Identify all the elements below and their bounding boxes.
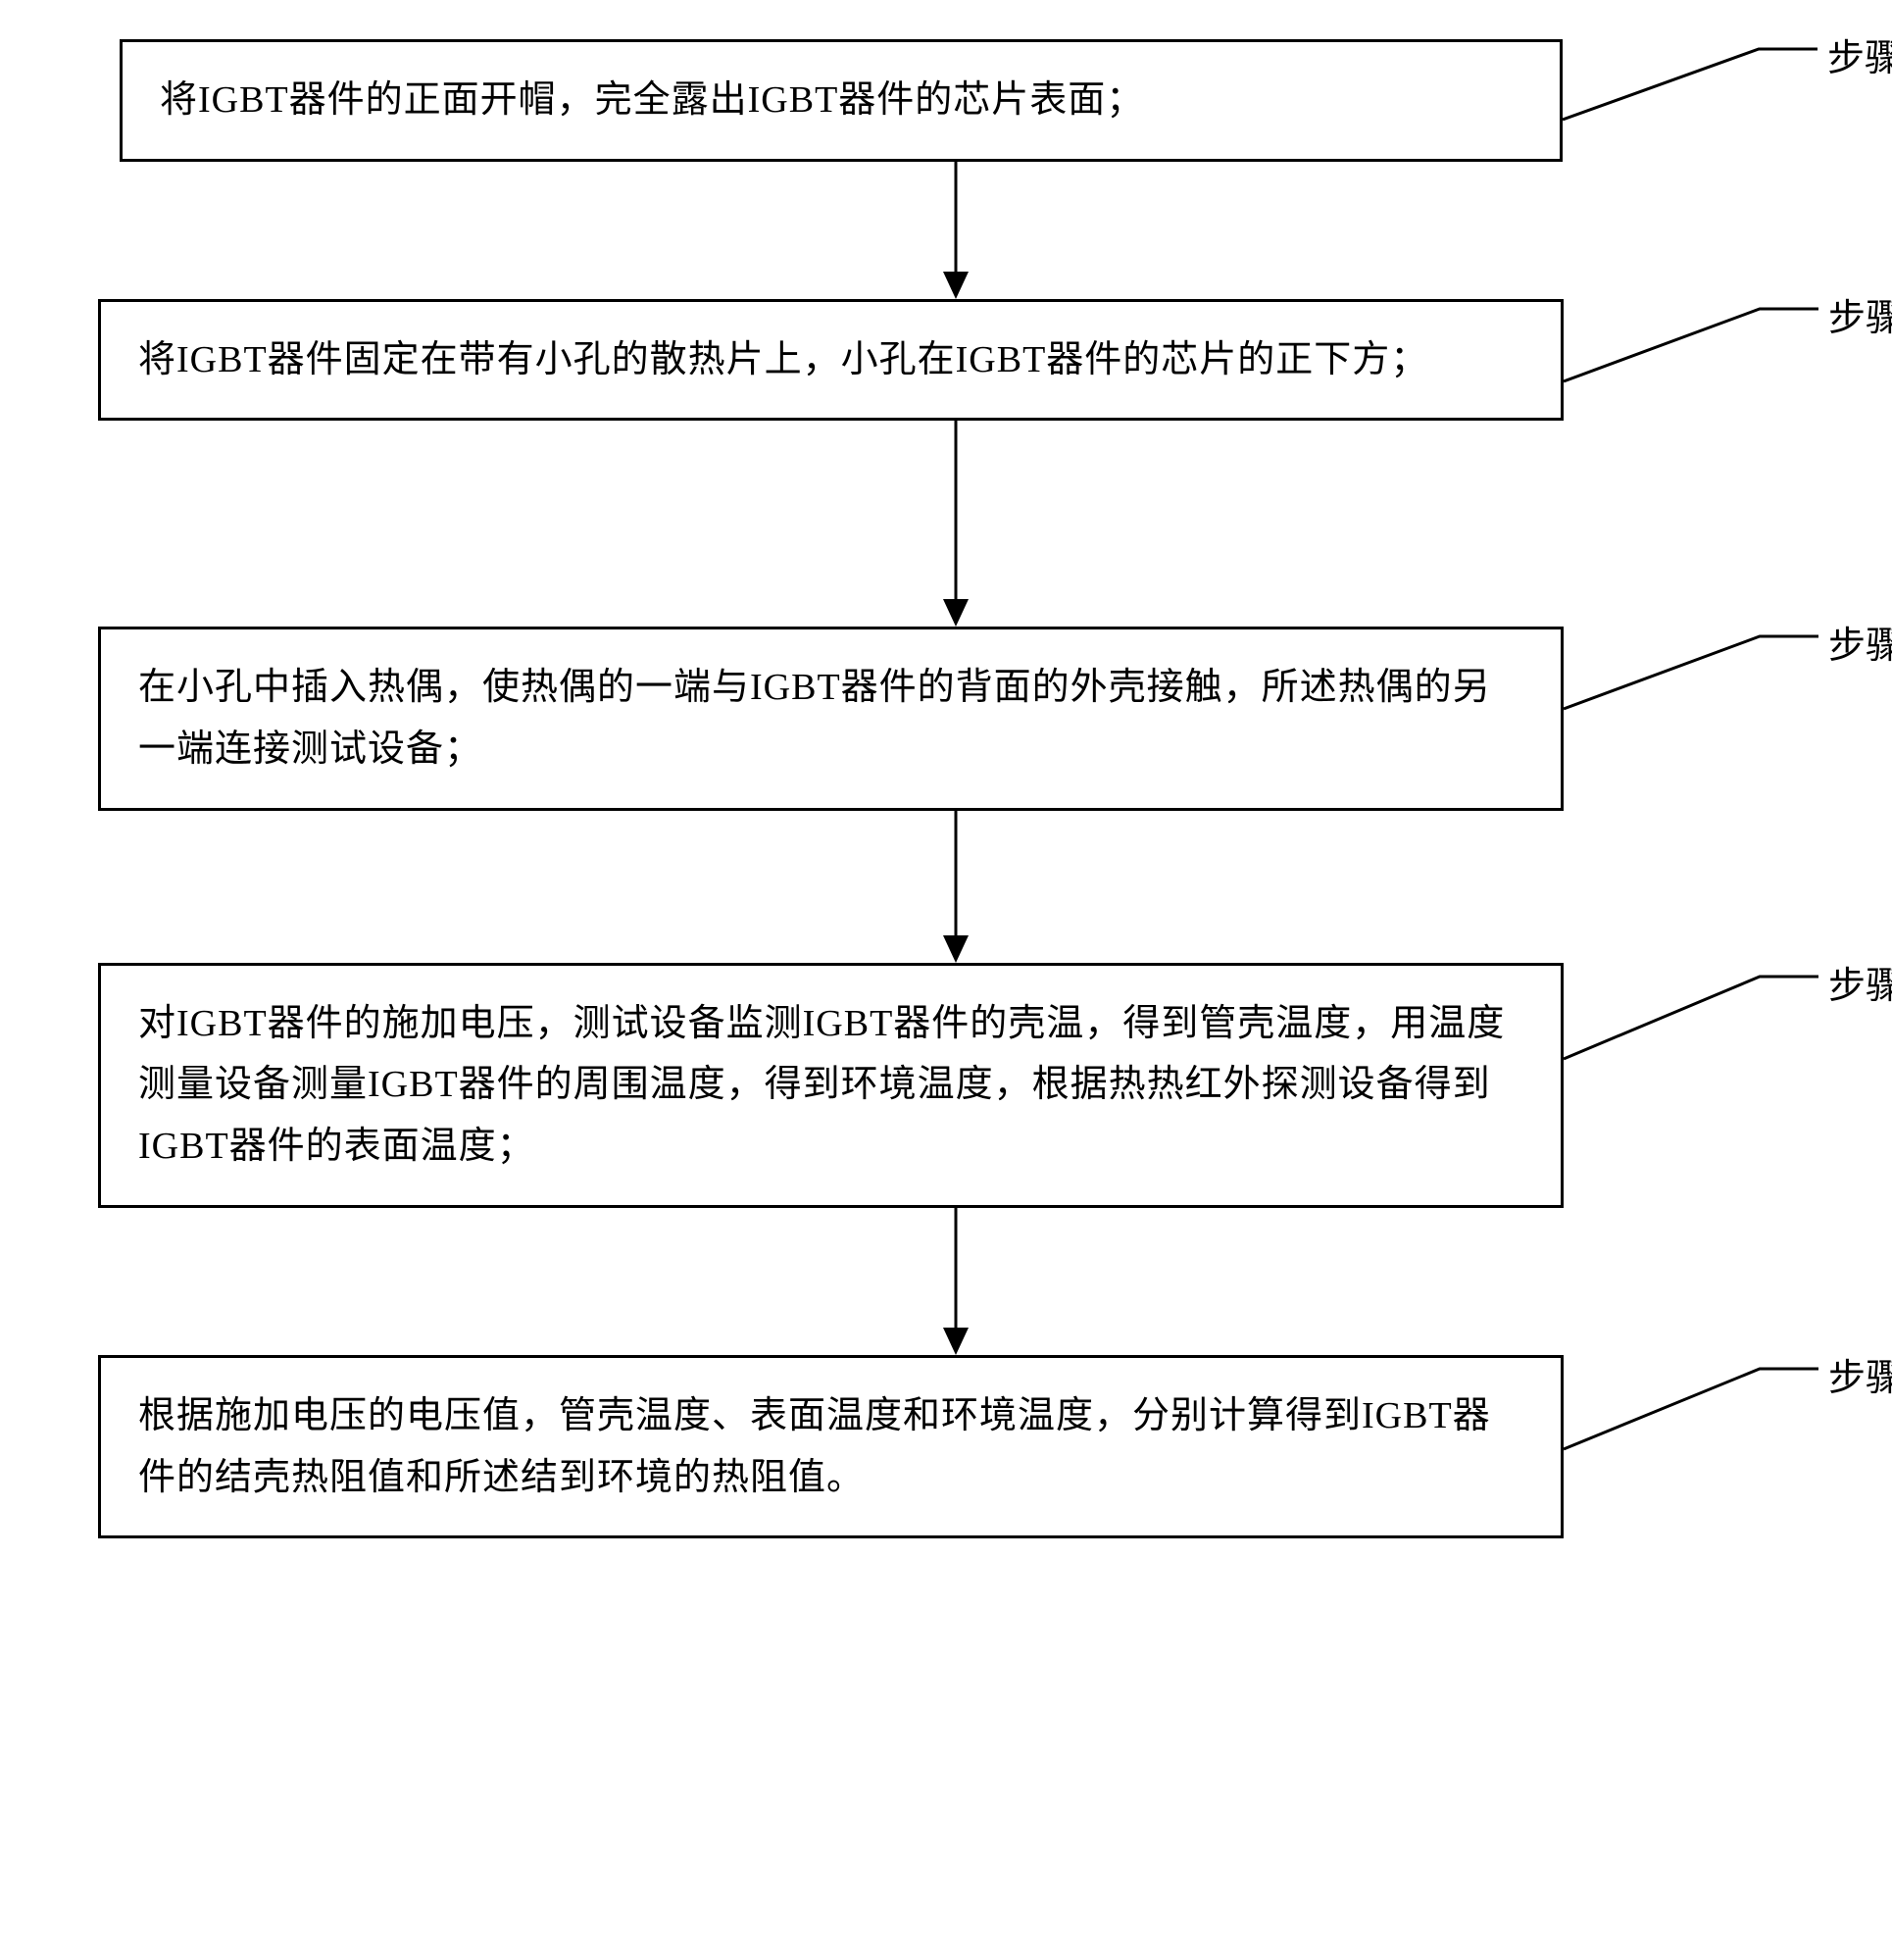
step-text: 将IGBT器件的正面开帽，完全露出IGBT器件的芯片表面； (160, 79, 1144, 121)
step-box: 在小孔中插入热偶，使热偶的一端与IGBT器件的背面的外壳接触，所述热偶的另一端连… (98, 627, 1564, 810)
arrow (98, 1208, 1814, 1355)
step-102: 将IGBT器件固定在带有小孔的散热片上，小孔在IGBT器件的芯片的正下方； 步骤… (98, 299, 1814, 422)
step-box: 根据施加电压的电压值，管壳温度、表面温度和环境温度，分别计算得到IGBT器件的结… (98, 1355, 1564, 1538)
arrow (98, 421, 1814, 627)
arrow (98, 162, 1814, 299)
step-104: 对IGBT器件的施加电压，测试设备监测IGBT器件的壳温，得到管壳温度，用温度测… (98, 963, 1814, 1208)
step-box: 将IGBT器件固定在带有小孔的散热片上，小孔在IGBT器件的芯片的正下方； (98, 299, 1564, 422)
arrow (98, 811, 1814, 963)
step-text: 根据施加电压的电压值，管壳温度、表面温度和环境温度，分别计算得到IGBT器件的结… (138, 1395, 1491, 1498)
step-text: 在小孔中插入热偶，使热偶的一端与IGBT器件的背面的外壳接触，所述热偶的另一端连… (138, 667, 1491, 770)
step-text: 对IGBT器件的施加电压，测试设备监测IGBT器件的壳温，得到管壳温度，用温度测… (138, 1003, 1505, 1167)
step-text: 将IGBT器件固定在带有小孔的散热片上，小孔在IGBT器件的芯片的正下方； (138, 339, 1428, 380)
step-box: 将IGBT器件的正面开帽，完全露出IGBT器件的芯片表面； (120, 39, 1563, 162)
flowchart: 将IGBT器件的正面开帽，完全露出IGBT器件的芯片表面； 步骤101 将IGB… (98, 39, 1814, 1538)
step-105: 根据施加电压的电压值，管壳温度、表面温度和环境温度，分别计算得到IGBT器件的结… (98, 1355, 1814, 1538)
leader-line (1564, 299, 1858, 417)
step-101: 将IGBT器件的正面开帽，完全露出IGBT器件的芯片表面； 步骤101 (98, 39, 1814, 162)
step-box: 对IGBT器件的施加电压，测试设备监测IGBT器件的壳温，得到管壳温度，用温度测… (98, 963, 1564, 1208)
step-103: 在小孔中插入热偶，使热偶的一端与IGBT器件的背面的外壳接触，所述热偶的另一端连… (98, 627, 1814, 810)
leader-line (1564, 963, 1858, 1090)
leader-line (1564, 627, 1858, 744)
leader-line (1564, 1355, 1858, 1483)
leader-line (1563, 39, 1857, 157)
